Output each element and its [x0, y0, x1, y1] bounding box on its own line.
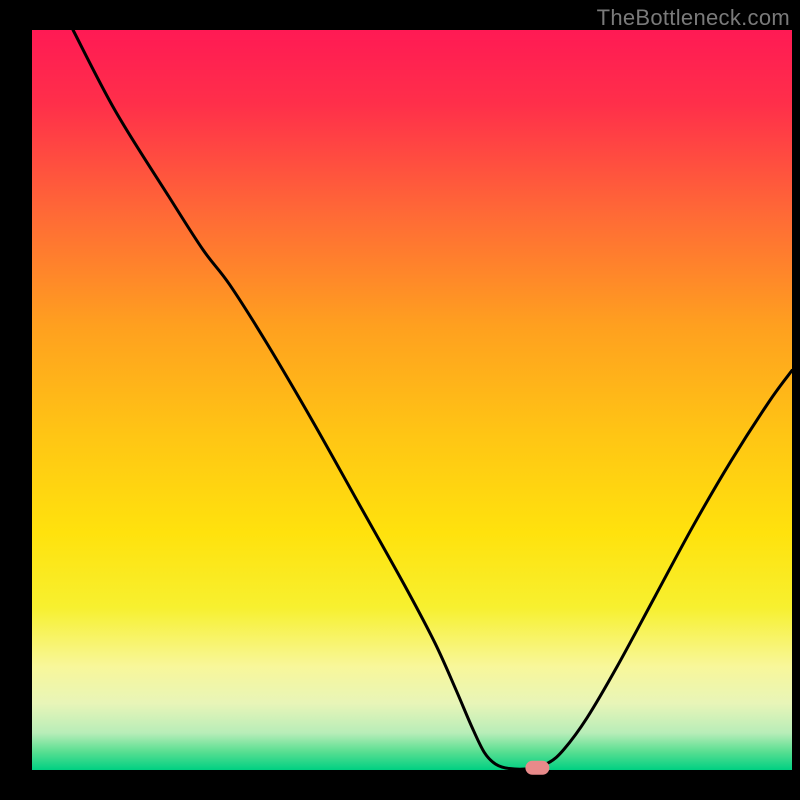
- chart-container: TheBottleneck.com: [0, 0, 800, 800]
- attribution-text: TheBottleneck.com: [597, 5, 790, 31]
- bottleneck-chart: [0, 0, 800, 800]
- chart-plot-area: [32, 30, 792, 770]
- optimal-marker: [525, 761, 549, 775]
